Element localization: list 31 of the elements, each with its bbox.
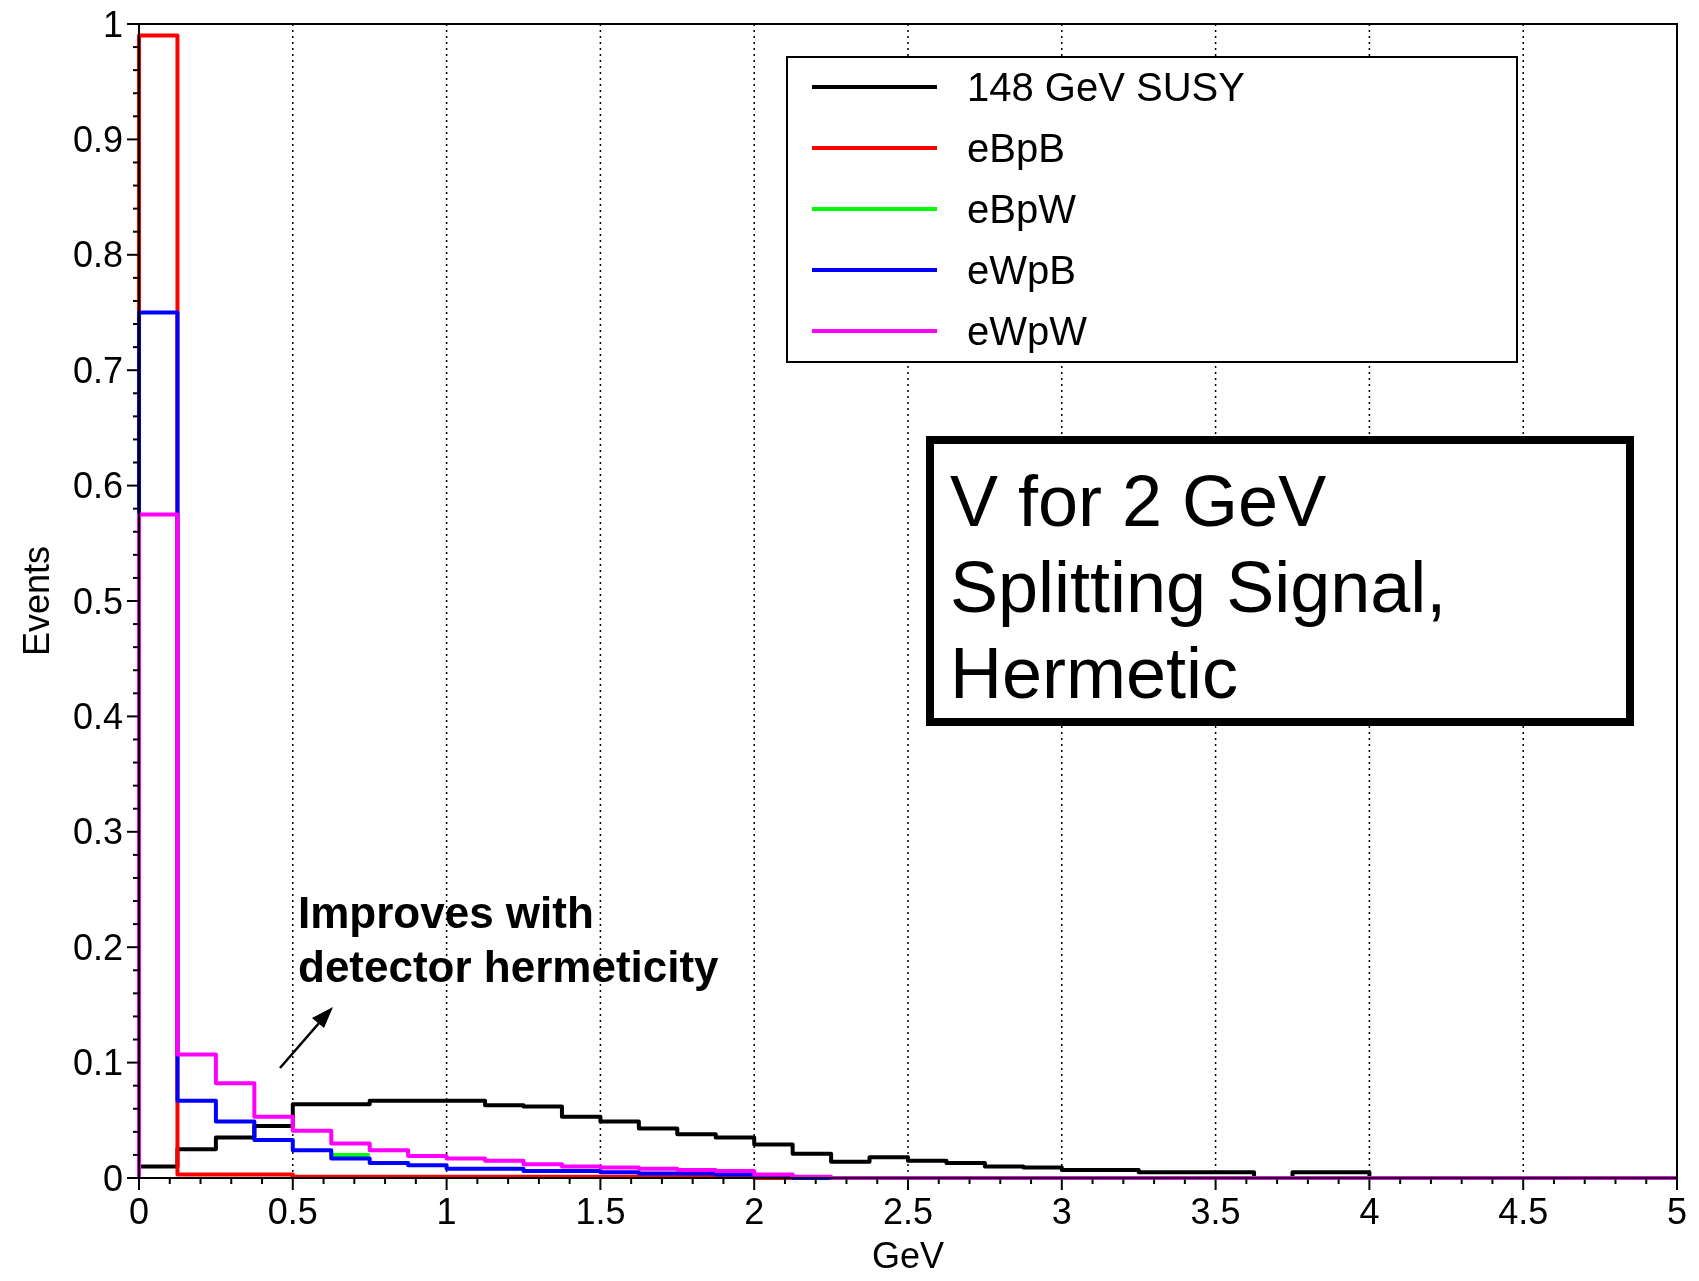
y-tick-label: 0.4 xyxy=(72,696,123,737)
x-tick-label: 0 xyxy=(128,1191,150,1232)
x-tick-label: 2 xyxy=(744,1191,765,1232)
y-tick-label: 1 xyxy=(102,3,123,45)
legend-label: eWpW xyxy=(967,309,1088,353)
legend-label: eBpB xyxy=(967,126,1065,170)
x-tick-label: 1.5 xyxy=(575,1191,626,1232)
y-tick-label: 0.7 xyxy=(72,349,123,391)
x-tick-label: 4 xyxy=(1359,1191,1380,1232)
y-axis-title: Events xyxy=(16,545,57,657)
y-tick-label: 0 xyxy=(102,1157,123,1199)
y-tick-label: 0.2 xyxy=(72,926,123,968)
annotation: Improves with detector hermeticity xyxy=(298,888,720,991)
x-tick-label: 3 xyxy=(1051,1191,1072,1232)
legend-label: 148 GeV SUSY xyxy=(967,65,1245,109)
y-tick-label: 0.6 xyxy=(72,465,123,507)
y-tick-label: 0.3 xyxy=(72,811,123,853)
x-tick-label: 5 xyxy=(1666,1191,1688,1232)
x-tick-label: 1 xyxy=(436,1191,457,1232)
y-tick-label: 0.5 xyxy=(72,580,123,622)
y-tick-label: 0.9 xyxy=(72,119,123,160)
x-axis-title: GeV xyxy=(871,1235,945,1276)
legend-label: eWpB xyxy=(967,248,1076,292)
x-tick-label: 4.5 xyxy=(1498,1191,1549,1232)
y-tick-label: 0.8 xyxy=(72,234,123,276)
x-tick-label: 3.5 xyxy=(1190,1191,1241,1232)
annotation: V for 2 GeV Splitting Signal, Hermetic xyxy=(950,461,1447,713)
x-tick-label: 0.5 xyxy=(267,1191,318,1232)
x-tick-label: 2.5 xyxy=(882,1191,934,1232)
legend-label: eBpW xyxy=(967,187,1077,231)
y-tick-label: 0.1 xyxy=(72,1042,123,1084)
